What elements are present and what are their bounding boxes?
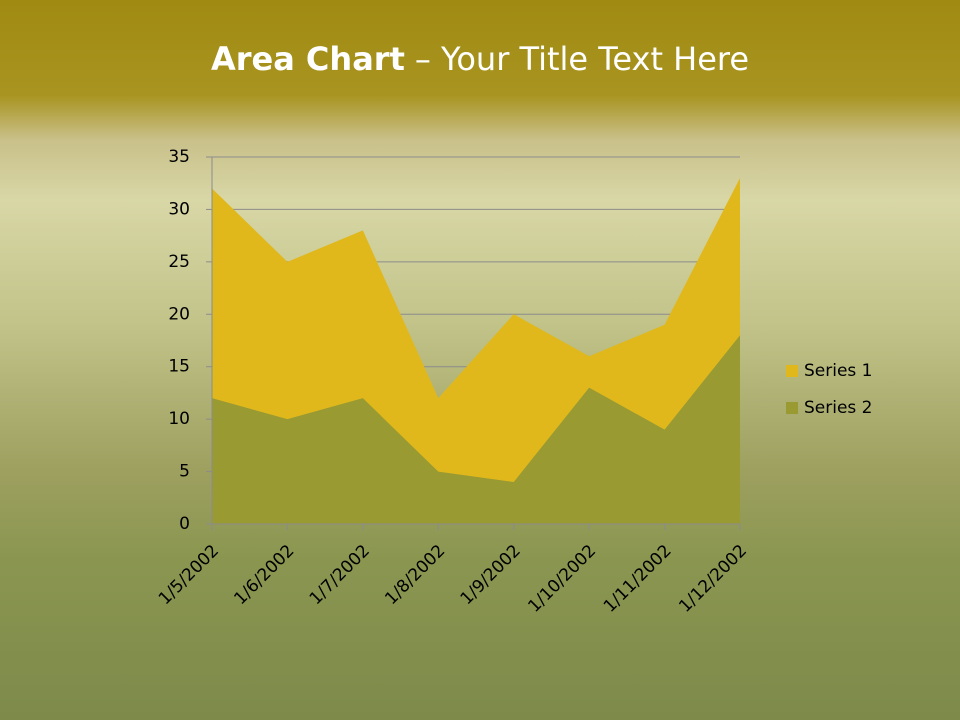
slide-title: Area Chart – Your Title Text Here bbox=[0, 40, 960, 78]
x-tick-label: 1/6/2002 bbox=[230, 541, 298, 609]
x-tick-label: 1/9/2002 bbox=[457, 541, 525, 609]
x-tick-label: 1/5/2002 bbox=[155, 541, 223, 609]
y-tick-label: 35 bbox=[168, 147, 190, 167]
x-tick-label: 1/10/2002 bbox=[524, 541, 600, 617]
legend-label: Series 2 bbox=[804, 398, 873, 418]
y-tick-label: 15 bbox=[168, 357, 190, 377]
area bbox=[212, 335, 740, 524]
y-tick-label: 25 bbox=[168, 252, 190, 272]
y-tick-label: 10 bbox=[168, 409, 190, 429]
x-tick-label: 1/8/2002 bbox=[381, 541, 449, 609]
title-bold: Area Chart bbox=[210, 40, 405, 78]
y-tick-label: 5 bbox=[179, 462, 190, 482]
x-tick-label: 1/11/2002 bbox=[600, 541, 676, 617]
y-tick-label: 30 bbox=[168, 199, 190, 219]
legend-label: Series 1 bbox=[804, 361, 873, 381]
y-tick-label: 20 bbox=[168, 304, 190, 324]
title-rest: – Your Title Text Here bbox=[414, 40, 750, 78]
x-tick-label: 1/7/2002 bbox=[306, 541, 374, 609]
y-tick-label: 0 bbox=[179, 514, 190, 534]
legend-swatch bbox=[786, 365, 798, 377]
legend-swatch bbox=[786, 402, 798, 414]
x-tick-label: 1/12/2002 bbox=[675, 541, 751, 617]
